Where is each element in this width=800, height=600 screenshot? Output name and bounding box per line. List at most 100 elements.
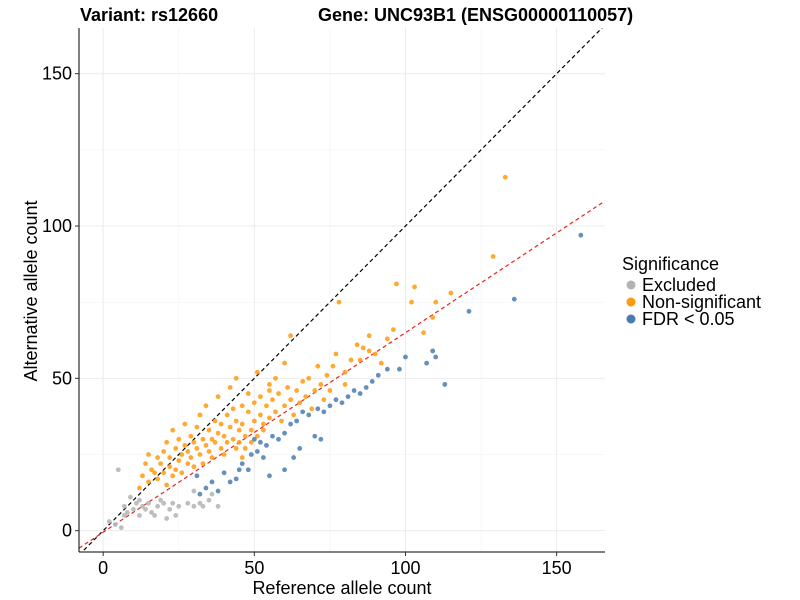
data-point <box>106 519 112 524</box>
data-point <box>297 400 303 406</box>
data-point <box>354 342 360 348</box>
data-point <box>230 436 236 442</box>
data-point <box>342 382 348 387</box>
data-point <box>158 497 164 503</box>
data-point <box>115 467 121 473</box>
data-point <box>143 461 148 467</box>
data-point <box>360 345 366 351</box>
data-point <box>511 296 517 302</box>
data-points <box>106 174 584 531</box>
data-point <box>267 473 272 479</box>
data-point <box>270 433 275 439</box>
data-point <box>188 433 194 439</box>
data-point <box>264 403 269 409</box>
data-point <box>155 476 160 482</box>
data-point <box>179 470 185 476</box>
data-point <box>164 482 170 488</box>
data-point <box>209 455 215 460</box>
data-point <box>224 412 230 418</box>
chart-title: Variant: rs12660 <box>80 5 218 25</box>
data-point <box>212 439 218 445</box>
legend-label: FDR < 0.05 <box>642 309 735 329</box>
data-point <box>176 436 182 442</box>
reference-line-identity <box>81 28 603 552</box>
data-point <box>215 503 221 509</box>
data-point <box>121 513 127 518</box>
reference-lines <box>79 28 605 552</box>
data-point <box>161 449 167 454</box>
axes <box>78 28 605 553</box>
y-tick-label: 50 <box>52 368 72 388</box>
data-point <box>433 354 439 360</box>
data-point <box>140 473 145 479</box>
data-point <box>248 439 254 445</box>
data-point <box>270 397 275 403</box>
data-point <box>276 436 281 442</box>
data-point <box>303 394 309 400</box>
data-point <box>324 372 330 378</box>
data-point <box>384 336 390 342</box>
data-point <box>351 388 357 393</box>
data-point <box>245 467 251 473</box>
data-point <box>375 372 381 378</box>
y-tick-label: 150 <box>42 64 72 84</box>
data-point <box>170 473 176 479</box>
data-point <box>209 491 215 497</box>
data-point <box>191 488 197 494</box>
data-point <box>203 485 209 491</box>
data-point <box>127 494 133 500</box>
data-point <box>131 506 136 512</box>
data-point <box>152 470 157 476</box>
data-point <box>209 479 215 485</box>
data-point <box>188 455 194 460</box>
data-point <box>245 409 251 415</box>
data-point <box>363 385 369 390</box>
data-point <box>236 467 242 473</box>
data-point <box>294 388 300 393</box>
data-point <box>179 452 185 457</box>
y-tick-label: 0 <box>62 521 72 541</box>
data-point <box>321 397 327 403</box>
data-point <box>209 436 215 442</box>
data-point <box>158 461 164 467</box>
data-point <box>490 254 496 259</box>
data-point <box>306 375 312 381</box>
data-point <box>372 351 378 357</box>
data-point <box>330 363 336 369</box>
data-point <box>233 476 239 482</box>
data-point <box>248 452 254 457</box>
data-point <box>164 439 170 445</box>
tick-labels: 0 50 100 150 0 50 100 150 <box>42 64 572 578</box>
data-point <box>215 394 221 400</box>
data-point <box>112 522 118 527</box>
data-point <box>409 299 414 305</box>
data-point <box>227 424 233 430</box>
data-point <box>366 333 372 339</box>
data-point <box>124 509 130 515</box>
data-point <box>197 412 203 418</box>
data-point <box>221 433 227 439</box>
data-point <box>194 473 200 479</box>
data-point <box>242 446 248 451</box>
data-point <box>369 378 375 384</box>
data-point <box>143 506 148 512</box>
data-point <box>251 418 257 424</box>
data-point <box>173 467 179 473</box>
data-point <box>257 412 263 418</box>
data-point <box>384 366 390 372</box>
series-fdr-0-05 <box>194 232 584 497</box>
data-point <box>288 421 294 427</box>
data-point <box>257 439 263 445</box>
data-point <box>261 427 266 433</box>
data-point <box>273 375 278 381</box>
data-point <box>366 348 372 354</box>
legend-key <box>626 280 636 290</box>
data-point <box>194 424 200 430</box>
data-point <box>200 503 206 509</box>
data-point <box>134 500 139 506</box>
data-point <box>221 452 227 457</box>
data-point <box>300 378 306 384</box>
legend-key <box>626 314 636 324</box>
data-point <box>245 391 251 396</box>
data-point <box>137 497 142 503</box>
